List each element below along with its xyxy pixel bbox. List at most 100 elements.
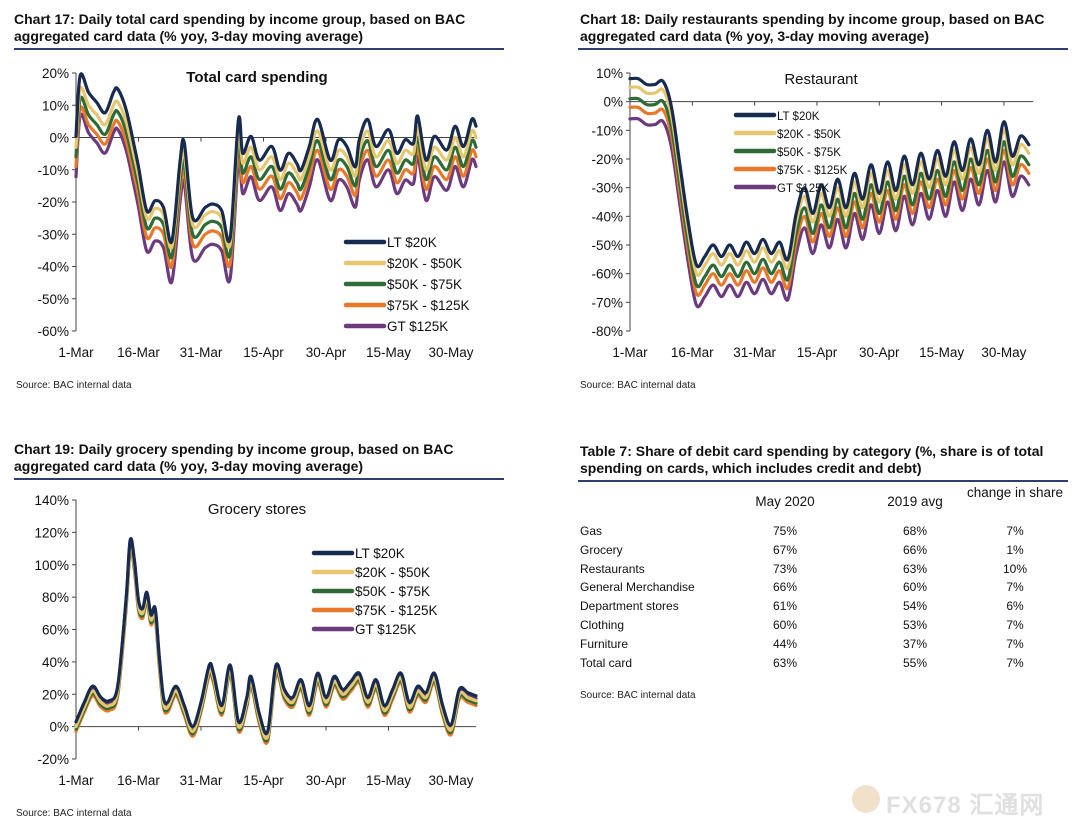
x-tick-label: 31-Mar	[180, 345, 223, 360]
table7-cell-2019avg: 53%	[902, 618, 928, 632]
y-tick-label: -50%	[37, 292, 69, 307]
table7-row-label: Grocery	[580, 542, 623, 557]
table7-title-rule	[578, 480, 1068, 482]
table7-cell-may2020: 75%	[772, 524, 798, 538]
x-tick-label: 16-Mar	[117, 345, 160, 360]
chart17-total-card: 20% 10% 0% -10% -20% -30% -40% -50% -60% 1-Mar 16-…	[37, 66, 478, 360]
table7-cell-2019avg: 60%	[902, 580, 928, 595]
chart-inner-title: Total card spending	[186, 69, 327, 86]
x-tick-label: 16-Mar	[117, 773, 160, 788]
x-tick-label: 30-Apr	[306, 773, 347, 788]
fx678-watermark: FX678 汇通网	[852, 783, 1062, 819]
y-tick-label: 80%	[42, 590, 69, 605]
y-tick-label: -20%	[37, 195, 69, 210]
table7-source: Source: BAC internal data	[580, 690, 696, 701]
y-tick-label: 10%	[42, 98, 69, 113]
chart17-title: Chart 17: Daily total card spending by i…	[14, 11, 466, 44]
y-tick-label: -20%	[591, 152, 623, 167]
series-line-lt-20k	[74, 72, 478, 244]
legend-label: $20K - $50K	[387, 256, 462, 271]
x-tick-label: 30-Apr	[306, 345, 347, 360]
y-tick-label: -10%	[591, 123, 623, 138]
series-line-gt-125k	[628, 116, 1031, 309]
table7-cell-change: 10%	[1002, 561, 1028, 576]
table7-cell-change: 7%	[1006, 636, 1024, 651]
x-tick-label: 1-Mar	[58, 773, 94, 788]
y-tick-label: -60%	[37, 324, 69, 339]
watermark-text: FX678 汇通网	[886, 792, 1045, 819]
fx678-logo-icon	[852, 785, 880, 813]
y-tick-label: 0%	[49, 720, 69, 735]
y-tick-label: 20%	[42, 687, 69, 702]
series-line-50k-75k	[74, 95, 478, 260]
x-tick-label: 30-May	[428, 773, 473, 788]
table7-cell-may2020: 44%	[772, 636, 798, 651]
table7-cell-may2020: 61%	[772, 599, 798, 614]
y-tick-label: -70%	[591, 295, 623, 310]
x-tick-label: 31-Mar	[180, 773, 223, 788]
table7-header-may2020: May 2020	[755, 494, 815, 509]
table7-title: Table 7: Share of debit card spending by…	[580, 443, 1044, 476]
chart19-title-rule	[14, 478, 504, 480]
chart-inner-title: Grocery stores	[208, 501, 306, 518]
chart19-source: Source: BAC internal data	[16, 808, 132, 819]
table7-row-label: Total card	[580, 655, 633, 670]
x-tick-label: 31-Mar	[733, 345, 776, 360]
series-line-75k-125k	[74, 105, 478, 270]
x-tick-label: 1-Mar	[58, 345, 94, 360]
series-line-gt-125k	[74, 112, 478, 285]
table7-header-2019avg: 2019 avg	[887, 494, 943, 509]
legend-label: GT $125K	[355, 622, 416, 637]
table7-cell-2019avg: 37%	[902, 636, 928, 651]
table7-cell-may2020: 60%	[772, 618, 798, 632]
y-tick-label: 40%	[42, 655, 69, 670]
table7-cell-change: 7%	[1006, 580, 1024, 595]
chart19-title: Chart 19: Daily grocery spending by inco…	[14, 441, 454, 474]
chart17-source: Source: BAC internal data	[16, 380, 132, 391]
y-tick-label: -30%	[591, 181, 623, 196]
table7-cell-may2020: 67%	[772, 542, 798, 557]
table7-cell-change: 7%	[1006, 655, 1024, 670]
legend-label: LT $20K	[777, 111, 820, 123]
chart18-title-rule	[578, 48, 1068, 50]
x-tick-label: 30-Apr	[859, 345, 900, 360]
legend-label: LT $20K	[387, 235, 437, 250]
y-tick-label: 120%	[34, 525, 69, 540]
series-line-50k-75k	[628, 96, 1031, 289]
y-tick-label: -20%	[37, 752, 69, 767]
table7-cell-2019avg: 55%	[902, 655, 928, 670]
table7-cell-change: 7%	[1006, 524, 1024, 538]
table7-cell-may2020: 73%	[772, 561, 798, 576]
series-line-lt-20k	[74, 537, 478, 736]
table7-cell-2019avg: 63%	[902, 561, 928, 576]
chart-inner-title: Restaurant	[784, 71, 858, 88]
x-tick-label: 30-May	[428, 345, 473, 360]
table7-row-label: Gas	[580, 524, 603, 538]
y-tick-label: -30%	[37, 227, 69, 242]
legend-label: $50K - $75K	[387, 277, 462, 292]
chart18-title: Chart 18: Daily restaurants spending by …	[580, 11, 1045, 44]
table7-cell-change: 1%	[1006, 542, 1024, 557]
x-tick-label: 15-May	[366, 773, 411, 788]
series-line-75k-125k	[628, 105, 1031, 297]
y-tick-label: 100%	[34, 558, 69, 573]
chart19-grocery: 140% 120% 100% 80% 60% 40% 20% 0% -20% 1-Mar 16-Ma…	[34, 493, 478, 788]
x-tick-label: 16-Mar	[671, 345, 714, 360]
legend-label: $75K - $125K	[387, 298, 470, 313]
table7-cell-2019avg: 68%	[902, 524, 928, 538]
y-tick-label: 60%	[42, 623, 69, 638]
legend-label: GT $125K	[777, 183, 830, 195]
table7-cell-may2020: 66%	[772, 580, 798, 595]
series-line-20k-50k	[74, 86, 478, 250]
table7: May 2020 2019 avg change in share Gas 75%…	[580, 484, 1063, 684]
y-tick-label: -60%	[591, 267, 623, 282]
legend-label: $20K - $50K	[355, 565, 430, 580]
chart18-restaurant: 10% 0% -10% -20% -30% -40% -50% -60% -70% -80% 1-M…	[591, 66, 1033, 360]
legend-label: GT $125K	[387, 319, 448, 334]
x-tick-label: 15-Apr	[797, 345, 838, 360]
table7-cell-2019avg: 66%	[902, 542, 928, 557]
y-tick-label: -40%	[37, 260, 69, 275]
y-tick-label: -50%	[591, 238, 623, 253]
x-tick-label: 15-Apr	[243, 345, 284, 360]
y-tick-label: -10%	[37, 163, 69, 178]
